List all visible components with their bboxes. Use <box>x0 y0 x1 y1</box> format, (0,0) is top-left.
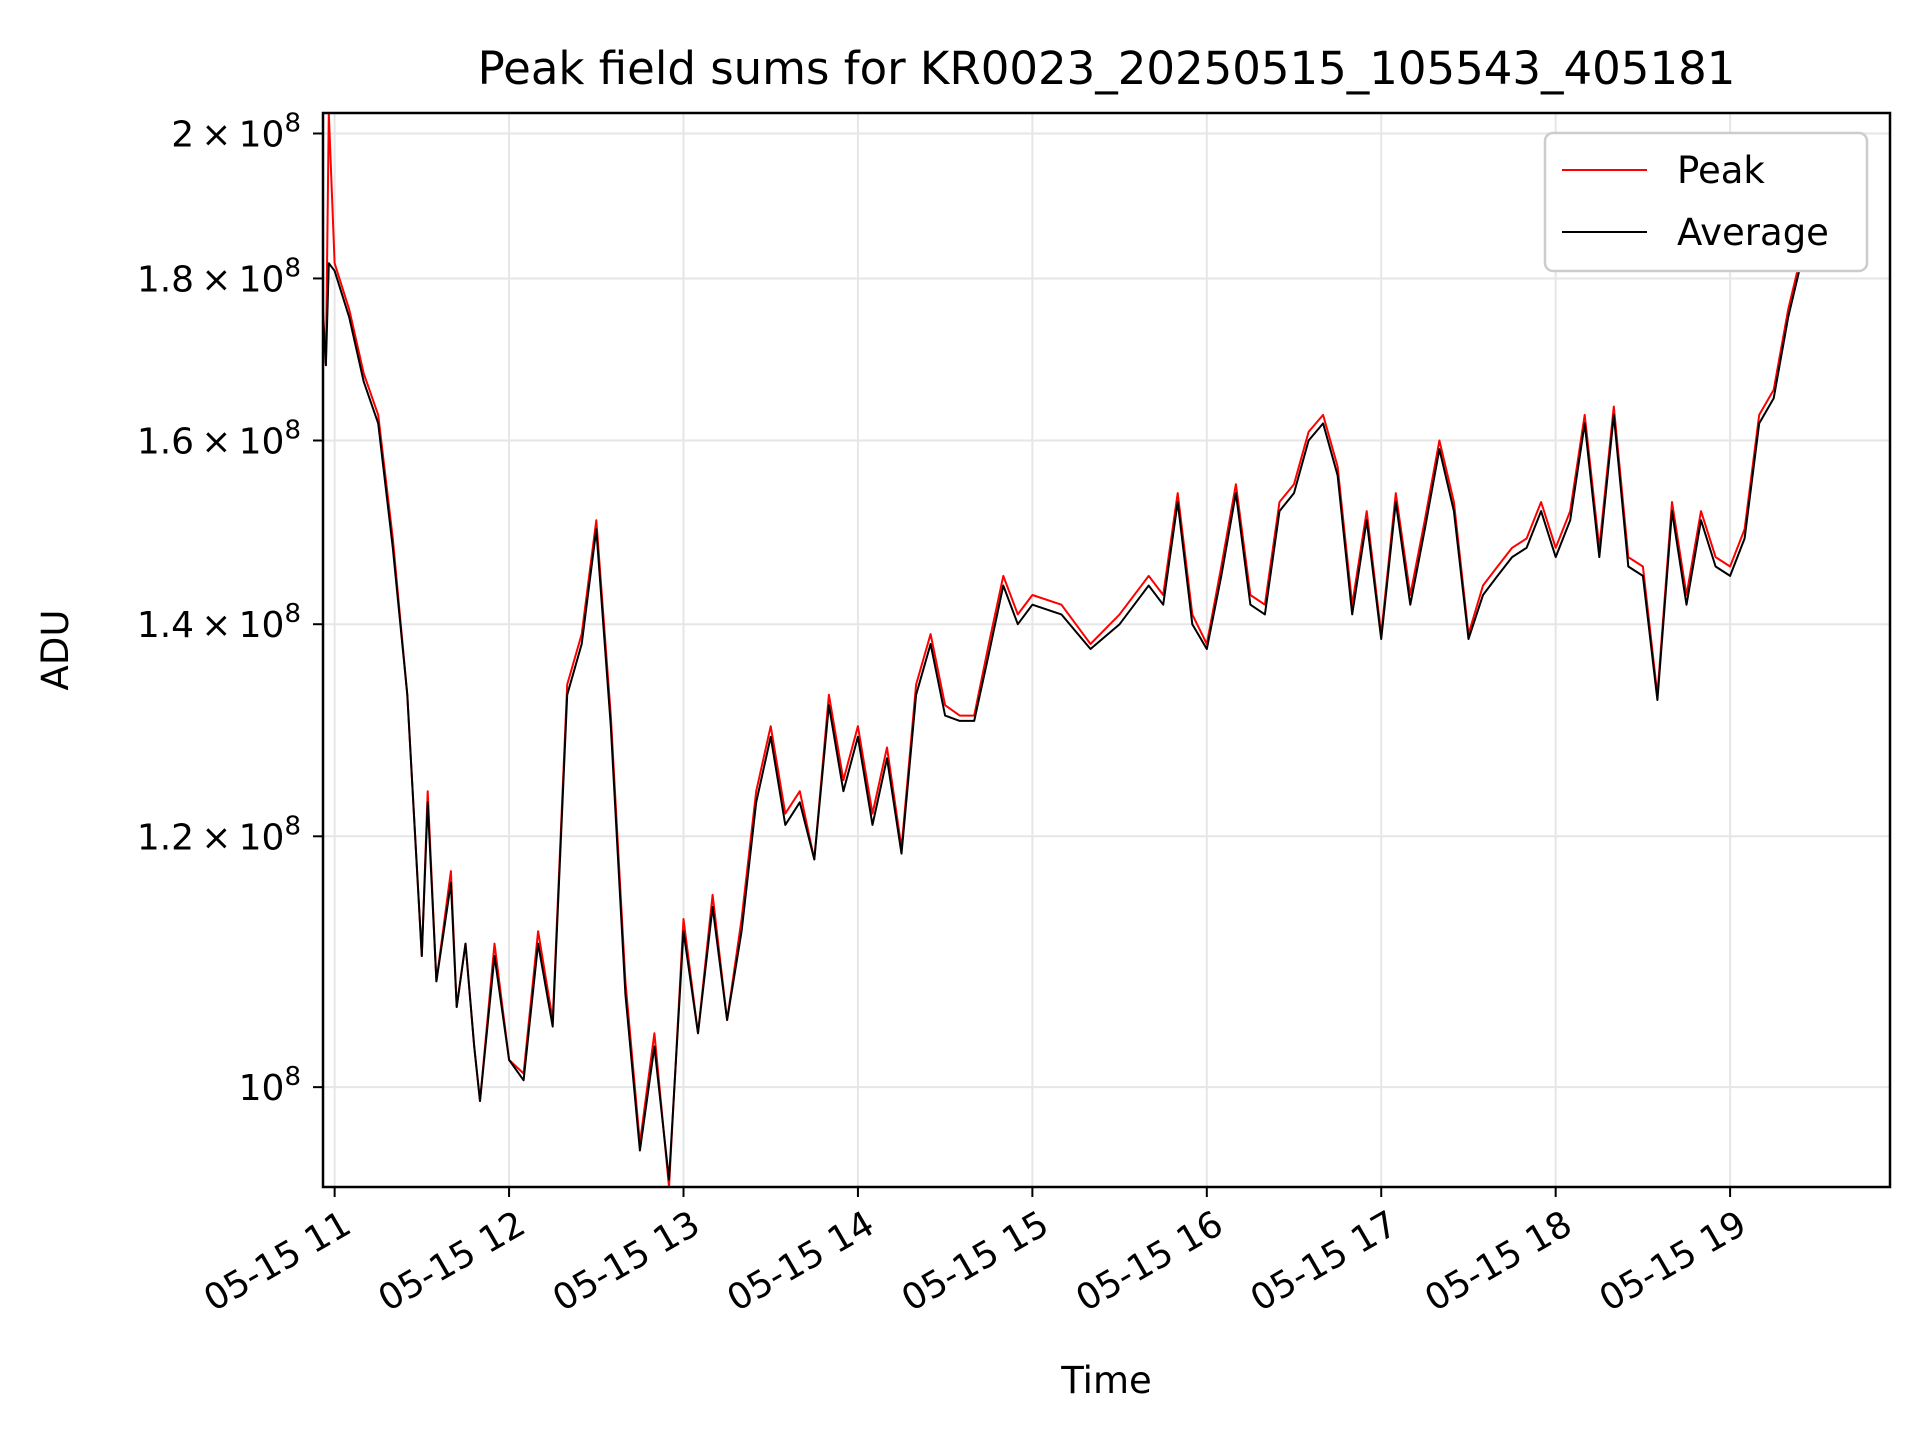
series-lines <box>322 112 1804 1188</box>
y-tick-label: 1.6 × 108 <box>137 415 301 462</box>
series-line-peak <box>322 112 1804 1188</box>
x-axis-label: Time <box>1060 1359 1152 1402</box>
legend-label-average: Average <box>1677 211 1829 254</box>
y-tick-label: 2 × 108 <box>171 108 301 155</box>
chart-title: Peak field sums for KR0023_20250515_1055… <box>478 42 1736 95</box>
y-tick-label: 1.2 × 108 <box>137 811 301 858</box>
y-tick-label: 1.4 × 108 <box>137 599 301 646</box>
y-tick-label: 108 <box>239 1062 301 1109</box>
y-axis-label: ADU <box>34 610 77 691</box>
legend: Peak Average <box>1543 131 1869 273</box>
grid <box>323 113 1890 1187</box>
legend-label-peak: Peak <box>1677 149 1765 192</box>
legend-box <box>1543 131 1869 273</box>
y-tick-label: 1.8 × 108 <box>137 253 301 300</box>
plot-frame <box>321 111 1892 1189</box>
series-line-average <box>322 255 1804 1181</box>
